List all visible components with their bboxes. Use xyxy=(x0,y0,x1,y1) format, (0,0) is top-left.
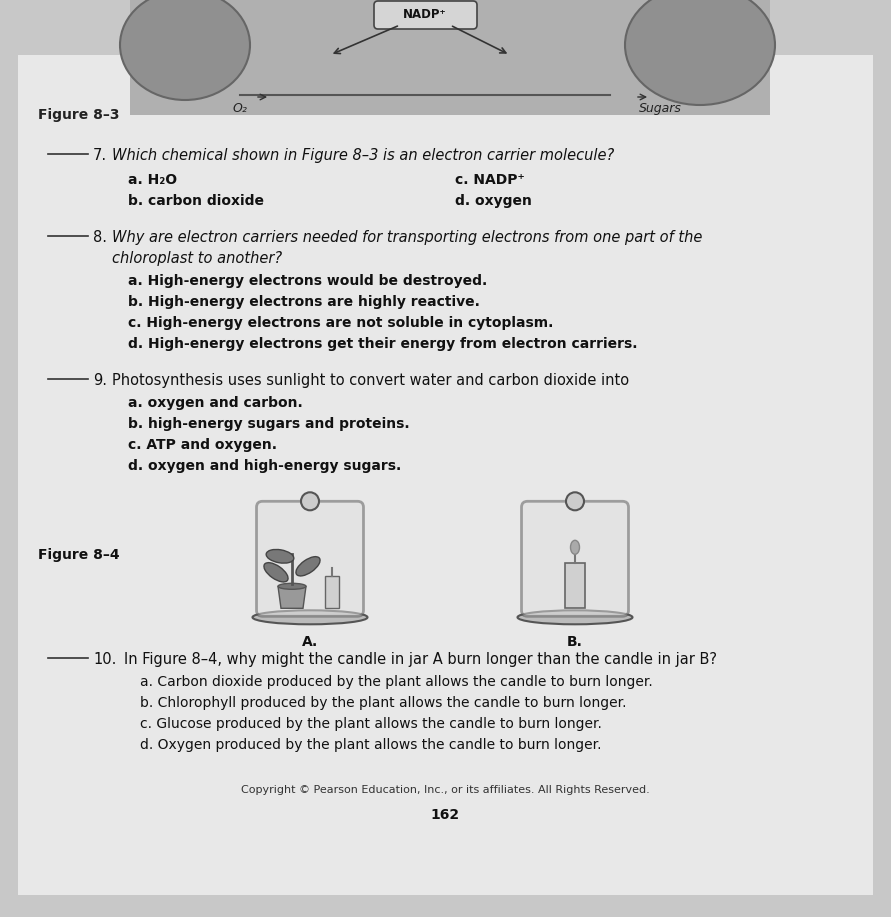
Text: Figure 8–3: Figure 8–3 xyxy=(38,108,119,122)
Circle shape xyxy=(566,492,584,510)
Text: Copyright © Pearson Education, Inc., or its affiliates. All Rights Reserved.: Copyright © Pearson Education, Inc., or … xyxy=(241,785,650,795)
Text: A.: A. xyxy=(302,635,318,649)
Text: c. High-energy electrons are not soluble in cytoplasm.: c. High-energy electrons are not soluble… xyxy=(128,316,553,330)
Text: Photosynthesis uses sunlight to convert water and carbon dioxide into: Photosynthesis uses sunlight to convert … xyxy=(112,372,629,388)
Circle shape xyxy=(301,492,319,510)
Text: d. oxygen and high-energy sugars.: d. oxygen and high-energy sugars. xyxy=(128,458,401,473)
Text: c. NADP⁺: c. NADP⁺ xyxy=(455,173,525,187)
Text: NADP⁺: NADP⁺ xyxy=(404,8,446,21)
Text: In Figure 8–4, why might the candle in jar A burn longer than the candle in jar : In Figure 8–4, why might the candle in j… xyxy=(124,652,717,668)
FancyBboxPatch shape xyxy=(374,1,477,29)
Text: B.: B. xyxy=(567,635,583,649)
Ellipse shape xyxy=(120,0,250,100)
Text: d. High-energy electrons get their energy from electron carriers.: d. High-energy electrons get their energ… xyxy=(128,337,637,351)
Text: 8.: 8. xyxy=(93,230,107,245)
Ellipse shape xyxy=(264,563,288,582)
Text: d. oxygen: d. oxygen xyxy=(455,194,532,208)
Text: a. H₂O: a. H₂O xyxy=(128,173,177,187)
Text: a. oxygen and carbon.: a. oxygen and carbon. xyxy=(128,396,303,410)
Text: c. ATP and oxygen.: c. ATP and oxygen. xyxy=(128,437,277,452)
Ellipse shape xyxy=(266,549,294,563)
Ellipse shape xyxy=(625,0,775,105)
Text: 9.: 9. xyxy=(93,372,107,388)
Polygon shape xyxy=(278,586,306,608)
Text: Figure 8–4: Figure 8–4 xyxy=(38,548,119,562)
Ellipse shape xyxy=(296,557,320,576)
Text: 10.: 10. xyxy=(93,652,117,668)
Text: O₂: O₂ xyxy=(233,102,248,115)
FancyBboxPatch shape xyxy=(521,502,628,616)
Ellipse shape xyxy=(252,611,367,624)
Ellipse shape xyxy=(278,583,306,590)
Text: c. Glucose produced by the plant allows the candle to burn longer.: c. Glucose produced by the plant allows … xyxy=(140,717,602,732)
Text: Which chemical shown in Figure 8–3 is an electron carrier molecule?: Which chemical shown in Figure 8–3 is an… xyxy=(112,148,614,163)
Text: a. High-energy electrons would be destroyed.: a. High-energy electrons would be destro… xyxy=(128,274,487,288)
Text: 162: 162 xyxy=(430,808,460,822)
Text: b. high-energy sugars and proteins.: b. high-energy sugars and proteins. xyxy=(128,417,410,431)
Bar xyxy=(325,576,339,608)
Bar xyxy=(130,0,770,115)
Text: chloroplast to another?: chloroplast to another? xyxy=(112,251,282,266)
Text: a. Carbon dioxide produced by the plant allows the candle to burn longer.: a. Carbon dioxide produced by the plant … xyxy=(140,676,653,690)
Ellipse shape xyxy=(518,611,633,624)
Ellipse shape xyxy=(570,540,579,554)
Text: b. carbon dioxide: b. carbon dioxide xyxy=(128,194,264,208)
Text: 7.: 7. xyxy=(93,148,107,163)
Bar xyxy=(565,563,585,608)
Text: Why are electron carriers needed for transporting electrons from one part of the: Why are electron carriers needed for tra… xyxy=(112,230,702,245)
Text: d. Oxygen produced by the plant allows the candle to burn longer.: d. Oxygen produced by the plant allows t… xyxy=(140,738,601,753)
Text: b. Chlorophyll produced by the plant allows the candle to burn longer.: b. Chlorophyll produced by the plant all… xyxy=(140,696,626,711)
Text: b. High-energy electrons are highly reactive.: b. High-energy electrons are highly reac… xyxy=(128,295,480,309)
FancyBboxPatch shape xyxy=(257,502,364,616)
Text: Sugars: Sugars xyxy=(639,102,682,115)
